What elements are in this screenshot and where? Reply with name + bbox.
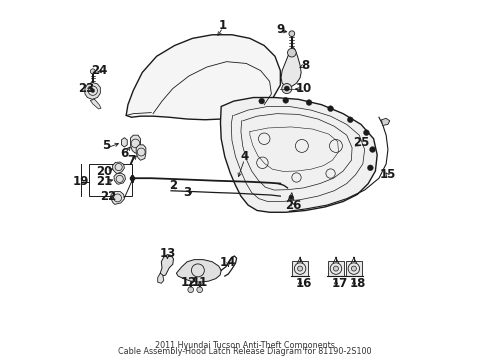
Polygon shape xyxy=(158,273,163,283)
Circle shape xyxy=(258,98,264,104)
Polygon shape xyxy=(346,261,361,276)
Text: 8: 8 xyxy=(301,59,309,72)
Text: 21: 21 xyxy=(96,175,113,188)
Polygon shape xyxy=(327,261,343,276)
Text: 19: 19 xyxy=(73,175,89,188)
Circle shape xyxy=(297,266,302,271)
Circle shape xyxy=(369,147,375,152)
Text: 1: 1 xyxy=(219,19,226,32)
Text: 3: 3 xyxy=(183,186,191,199)
Text: 20: 20 xyxy=(96,165,113,177)
Polygon shape xyxy=(281,47,301,87)
Circle shape xyxy=(196,287,202,293)
Text: 4: 4 xyxy=(240,150,248,163)
Polygon shape xyxy=(121,138,127,147)
Polygon shape xyxy=(114,173,125,184)
Polygon shape xyxy=(381,118,389,126)
Text: 7: 7 xyxy=(127,154,135,167)
Polygon shape xyxy=(85,82,100,99)
Polygon shape xyxy=(160,255,173,276)
Text: 16: 16 xyxy=(295,278,311,291)
Polygon shape xyxy=(136,145,145,160)
Text: 15: 15 xyxy=(379,168,395,181)
Circle shape xyxy=(288,31,294,37)
Circle shape xyxy=(288,195,293,199)
Circle shape xyxy=(287,48,296,57)
Text: 2: 2 xyxy=(168,179,177,192)
Text: 23: 23 xyxy=(79,82,95,95)
Circle shape xyxy=(284,86,289,91)
Polygon shape xyxy=(176,260,221,282)
Polygon shape xyxy=(292,261,307,276)
Text: 13: 13 xyxy=(159,247,175,260)
Circle shape xyxy=(282,98,288,103)
Polygon shape xyxy=(111,192,124,204)
Text: Cable Assembly-Hood Latch Release Diagram for 81190-2S100: Cable Assembly-Hood Latch Release Diagra… xyxy=(118,347,370,356)
Text: 24: 24 xyxy=(91,64,107,77)
Text: 11: 11 xyxy=(191,276,207,289)
Text: 2011 Hyundai Tucson Anti-Theft Components: 2011 Hyundai Tucson Anti-Theft Component… xyxy=(154,341,334,350)
Circle shape xyxy=(281,84,291,94)
Text: 18: 18 xyxy=(348,278,365,291)
Bar xyxy=(88,164,131,196)
Circle shape xyxy=(351,266,356,271)
Circle shape xyxy=(187,287,193,293)
Text: 12: 12 xyxy=(181,276,197,289)
Circle shape xyxy=(90,69,95,74)
Text: 14: 14 xyxy=(220,256,236,269)
Polygon shape xyxy=(112,162,124,174)
Circle shape xyxy=(91,89,94,93)
Circle shape xyxy=(363,130,368,135)
Polygon shape xyxy=(126,35,280,120)
Circle shape xyxy=(305,100,311,105)
Circle shape xyxy=(333,266,338,271)
Polygon shape xyxy=(220,98,376,212)
Polygon shape xyxy=(287,193,293,200)
Text: 5: 5 xyxy=(102,139,110,152)
Circle shape xyxy=(327,106,333,112)
Text: 17: 17 xyxy=(331,278,347,291)
Text: 10: 10 xyxy=(295,82,311,95)
Text: 9: 9 xyxy=(276,23,284,36)
Polygon shape xyxy=(90,99,101,109)
Circle shape xyxy=(367,165,372,171)
Text: 22: 22 xyxy=(100,190,116,203)
Polygon shape xyxy=(130,135,140,153)
Text: 26: 26 xyxy=(284,199,301,212)
Text: 6: 6 xyxy=(120,147,128,159)
Circle shape xyxy=(346,117,352,123)
Text: 25: 25 xyxy=(352,136,368,149)
